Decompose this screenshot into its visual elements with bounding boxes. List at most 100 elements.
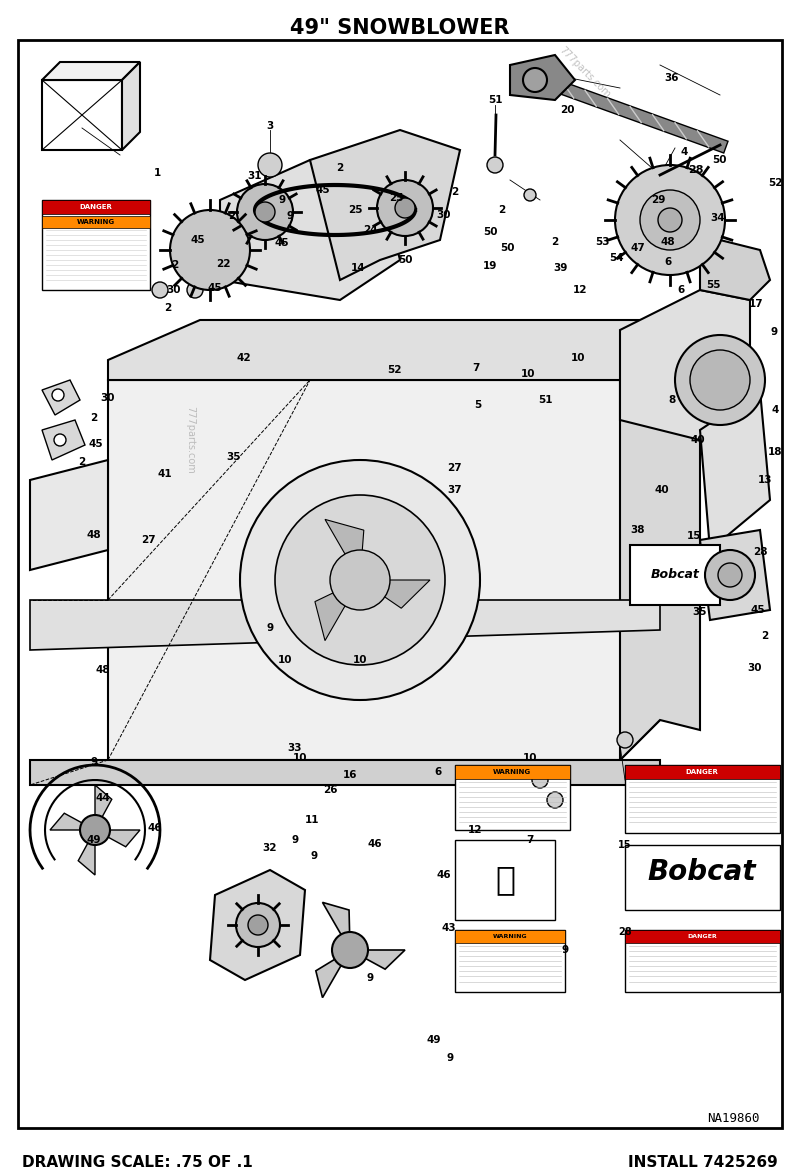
Text: 37: 37 — [448, 485, 462, 495]
Text: 54: 54 — [609, 253, 623, 263]
Text: 52: 52 — [768, 178, 782, 188]
Text: 1: 1 — [154, 168, 161, 178]
Text: 49: 49 — [426, 1035, 442, 1045]
Text: 18: 18 — [768, 447, 782, 457]
Bar — [630, 545, 720, 605]
Text: 2: 2 — [164, 304, 172, 313]
Text: 50: 50 — [482, 227, 498, 237]
Text: 777parts.com: 777parts.com — [185, 407, 195, 473]
Text: 9: 9 — [770, 327, 778, 338]
Circle shape — [258, 154, 282, 177]
Text: 31: 31 — [248, 171, 262, 180]
Text: DANGER: DANGER — [79, 204, 113, 210]
Text: 7: 7 — [472, 363, 480, 373]
Polygon shape — [30, 600, 660, 650]
Polygon shape — [700, 240, 770, 300]
Text: 12: 12 — [573, 285, 587, 295]
Circle shape — [547, 792, 563, 808]
Text: 2: 2 — [90, 413, 98, 423]
Bar — [455, 765, 570, 779]
Text: 45: 45 — [750, 605, 766, 615]
Text: 10: 10 — [521, 369, 535, 379]
Text: 45: 45 — [89, 440, 103, 449]
Text: 10: 10 — [353, 655, 367, 665]
Text: 45: 45 — [208, 282, 222, 293]
Polygon shape — [50, 813, 95, 830]
Text: 50: 50 — [500, 243, 514, 253]
Polygon shape — [325, 519, 364, 580]
Circle shape — [170, 210, 250, 289]
Circle shape — [640, 190, 700, 250]
Polygon shape — [700, 390, 770, 550]
Circle shape — [330, 550, 390, 609]
Bar — [625, 931, 780, 943]
Text: INSTALL 7425269: INSTALL 7425269 — [628, 1154, 778, 1170]
Bar — [42, 216, 150, 229]
Text: 7: 7 — [526, 834, 534, 845]
Text: 46: 46 — [148, 823, 162, 833]
Text: 55: 55 — [706, 280, 720, 289]
Circle shape — [187, 282, 203, 298]
Text: 36: 36 — [665, 73, 679, 83]
Polygon shape — [360, 580, 430, 608]
Text: 2: 2 — [762, 631, 769, 641]
Text: 2: 2 — [171, 260, 178, 270]
Polygon shape — [42, 380, 80, 415]
Text: 6: 6 — [678, 285, 685, 295]
Text: 40: 40 — [654, 485, 670, 495]
Text: 🐾: 🐾 — [495, 864, 515, 897]
Text: 11: 11 — [305, 815, 319, 825]
Text: 27: 27 — [446, 463, 462, 473]
Text: 30: 30 — [748, 663, 762, 673]
Circle shape — [182, 257, 198, 273]
Circle shape — [52, 389, 64, 401]
Circle shape — [332, 932, 368, 968]
Text: 46: 46 — [437, 870, 451, 880]
Bar — [42, 80, 122, 150]
Text: 51: 51 — [538, 395, 552, 406]
Bar — [625, 765, 780, 833]
Text: 35: 35 — [693, 607, 707, 616]
Text: 43: 43 — [442, 924, 456, 933]
Bar — [625, 845, 780, 909]
Text: 10: 10 — [570, 353, 586, 363]
Bar — [42, 200, 150, 289]
Bar — [625, 931, 780, 992]
Polygon shape — [30, 459, 108, 570]
Text: 49" SNOWBLOWER: 49" SNOWBLOWER — [290, 18, 510, 38]
Text: 9: 9 — [562, 945, 569, 955]
Text: WARNING: WARNING — [493, 934, 527, 939]
Text: 47: 47 — [630, 243, 646, 253]
Text: 9: 9 — [446, 1052, 454, 1063]
Bar — [455, 931, 565, 943]
Circle shape — [487, 157, 503, 173]
Bar — [455, 931, 565, 992]
Polygon shape — [30, 759, 660, 785]
Circle shape — [152, 282, 168, 298]
Polygon shape — [316, 950, 350, 997]
Polygon shape — [700, 530, 770, 620]
Text: 30: 30 — [437, 210, 451, 220]
Circle shape — [617, 732, 633, 748]
Text: 51: 51 — [488, 95, 502, 105]
Text: 8: 8 — [668, 395, 676, 406]
Text: 44: 44 — [96, 793, 110, 803]
Text: 5: 5 — [474, 400, 482, 410]
Circle shape — [255, 202, 275, 222]
Text: 2: 2 — [336, 163, 344, 173]
Polygon shape — [310, 130, 460, 280]
Text: 50: 50 — [398, 255, 412, 265]
Text: 10: 10 — [278, 655, 292, 665]
Text: 9: 9 — [286, 211, 294, 222]
Text: 9: 9 — [90, 757, 98, 766]
Text: 28: 28 — [618, 927, 632, 936]
Text: 30: 30 — [101, 393, 115, 403]
Text: DANGER: DANGER — [687, 934, 717, 939]
Polygon shape — [510, 55, 575, 100]
Text: 9: 9 — [310, 851, 318, 861]
Text: 45: 45 — [274, 238, 290, 248]
Text: 24: 24 — [362, 225, 378, 236]
Text: 29: 29 — [651, 195, 665, 205]
Text: 28: 28 — [688, 165, 704, 175]
Bar — [625, 765, 780, 779]
